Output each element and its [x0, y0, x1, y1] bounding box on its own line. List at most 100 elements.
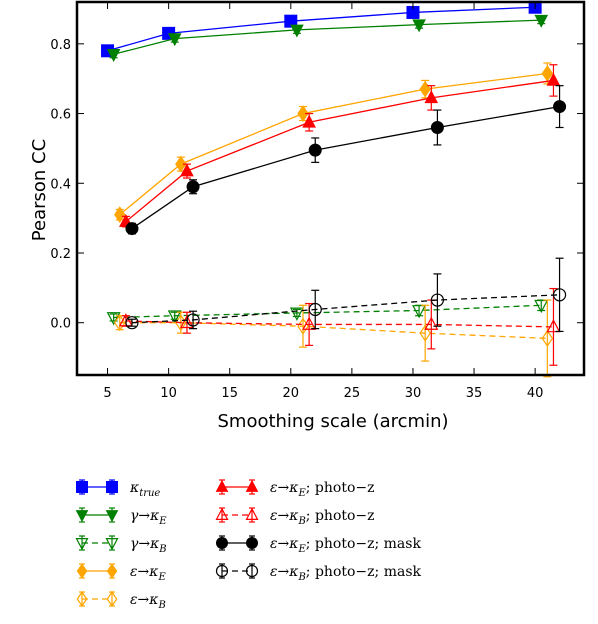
legend-label: ε→κE; photo−z: [270, 480, 375, 499]
data-point: [546, 319, 561, 333]
legend-marker: [106, 563, 118, 579]
legend-entry: γ→κB: [75, 535, 167, 555]
data-point: [175, 155, 187, 173]
legend-marker: [245, 507, 259, 521]
data-point: [125, 316, 139, 330]
data-point: [424, 316, 439, 330]
legend-label: κtrue: [129, 480, 160, 499]
series-2: [106, 299, 549, 326]
data-point: [552, 288, 567, 302]
data-point: [302, 114, 316, 128]
legend-marker: [215, 479, 229, 492]
legend-marker: [216, 537, 228, 549]
data-point: [186, 180, 200, 194]
series-line-8: [131, 294, 560, 324]
legend-marker: [75, 537, 89, 551]
data-point: [106, 48, 121, 62]
data-point: [419, 324, 432, 342]
data-point: [186, 313, 200, 327]
data-point: [430, 120, 444, 134]
data-point: [284, 14, 298, 28]
legend-marker: [75, 510, 89, 523]
legend-entry: ε→κB: [76, 591, 166, 611]
legend-entry: ε→κE; photo−z; mask: [216, 535, 421, 555]
data-point: [106, 312, 121, 326]
data-point: [290, 24, 304, 38]
data-point: [308, 143, 322, 157]
data-point: [179, 314, 194, 329]
legend-marker: [215, 564, 229, 578]
data-point: [289, 307, 304, 321]
legend-marker: [106, 481, 118, 493]
data-point: [302, 316, 317, 330]
legend-entry: γ→κE: [75, 507, 167, 527]
legend-label: ε→κB: [130, 592, 166, 611]
series-1: [106, 14, 549, 62]
series-8: [125, 257, 567, 333]
data-point: [167, 310, 182, 324]
y-axis-label: Pearson CC: [29, 139, 50, 241]
legend: κtrue γ→κE γ→κB ε→κE ε→κB ε→κE; photo−z ε→κB; …: [75, 479, 422, 611]
x-tick-label: 15: [221, 386, 238, 401]
x-axis-label: Smoothing scale (arcmin): [217, 411, 448, 432]
plot-frame: [75, 0, 586, 377]
data-point: [419, 80, 431, 98]
legend-marker: [105, 510, 119, 523]
legend-label: ε→κE: [130, 564, 166, 583]
x-tick-label: 25: [344, 386, 361, 401]
data-point: [308, 302, 322, 317]
y-tick-label: 0.6: [50, 108, 71, 123]
legend-entry: ε→κE: [76, 563, 166, 583]
legend-label: γ→κB: [130, 536, 167, 555]
data-point: [125, 222, 139, 236]
legend-marker: [105, 537, 119, 551]
legend-marker: [76, 481, 88, 493]
legend-marker: [245, 479, 259, 492]
data-point: [412, 305, 427, 319]
y-tick-label: 0.4: [50, 177, 71, 192]
data-point: [534, 299, 549, 314]
data-point: [534, 14, 549, 28]
series-line-5: [125, 79, 554, 223]
legend-marker: [246, 537, 258, 549]
series-7: [125, 85, 567, 236]
legend-label: γ→κE: [130, 508, 167, 527]
x-tick-label: 10: [160, 386, 177, 401]
data-point: [553, 100, 567, 114]
data-point: [541, 329, 554, 347]
legend-marker: [245, 564, 259, 578]
data-point: [180, 163, 194, 177]
x-tick-label: 30: [405, 386, 422, 401]
series-6: [118, 287, 561, 366]
data-point: [424, 90, 439, 104]
data-point: [167, 33, 182, 47]
y-tick-label: 0.8: [50, 38, 71, 53]
data-point: [114, 206, 126, 224]
legend-entry: κtrue: [76, 479, 160, 499]
x-tick-label: 35: [466, 386, 483, 401]
legend-marker: [76, 591, 88, 607]
legend-entry: ε→κB; photo−z: [215, 507, 375, 527]
legend-label: ε→κB; photo−z: [270, 508, 375, 527]
x-tick-label: 5: [103, 386, 111, 401]
data-point: [412, 19, 426, 33]
x-tick-label: 40: [527, 386, 544, 401]
data-point: [297, 105, 309, 122]
x-tick-label: 20: [283, 386, 300, 401]
axes: 5 10 15 20 25 30 35 40 0.0 0.2 0.4 0.6 0.8: [50, 0, 586, 401]
data-point: [430, 293, 444, 307]
legend-entry: ε→κB; photo−z; mask: [215, 563, 422, 583]
plot-area: [101, 0, 567, 378]
series-3: [114, 62, 554, 224]
y-tick-label: 0.0: [50, 317, 71, 332]
y-tick-label: 0.2: [50, 247, 71, 262]
data-point: [546, 72, 561, 86]
data-point: [118, 313, 133, 327]
legend-label: ε→κE; photo−z; mask: [270, 536, 421, 555]
legend-label: ε→κB; photo−z; mask: [270, 564, 422, 583]
legend-marker: [76, 563, 88, 579]
legend-marker: [215, 507, 229, 521]
legend-entry: ε→κE; photo−z: [215, 479, 375, 499]
